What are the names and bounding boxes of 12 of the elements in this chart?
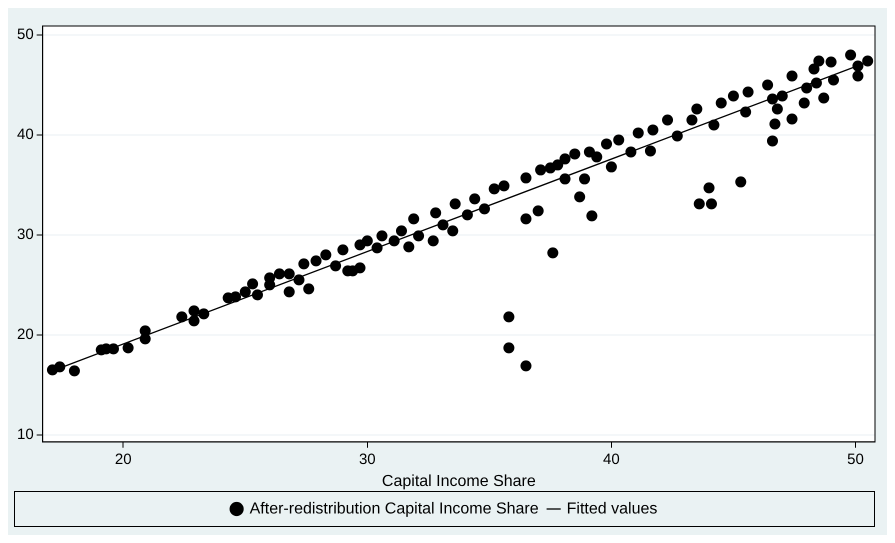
- y-tick-label: 20: [16, 326, 34, 343]
- x-tick-label: 20: [114, 450, 132, 468]
- y-tick-label: 30: [16, 226, 34, 244]
- legend-label: After-redistribution Capital Income Share: [250, 500, 539, 518]
- x-tick-label: 40: [603, 450, 620, 468]
- y-tick-label: 40: [16, 126, 34, 144]
- y-tick-label: 50: [16, 26, 34, 44]
- x-tick-label: 30: [358, 450, 376, 468]
- y-tick-label: 10: [16, 426, 34, 443]
- x-axis-title: Capital Income Share: [382, 472, 536, 490]
- legend-label: Fitted values: [566, 500, 658, 518]
- x-tick-label: 50: [847, 450, 864, 468]
